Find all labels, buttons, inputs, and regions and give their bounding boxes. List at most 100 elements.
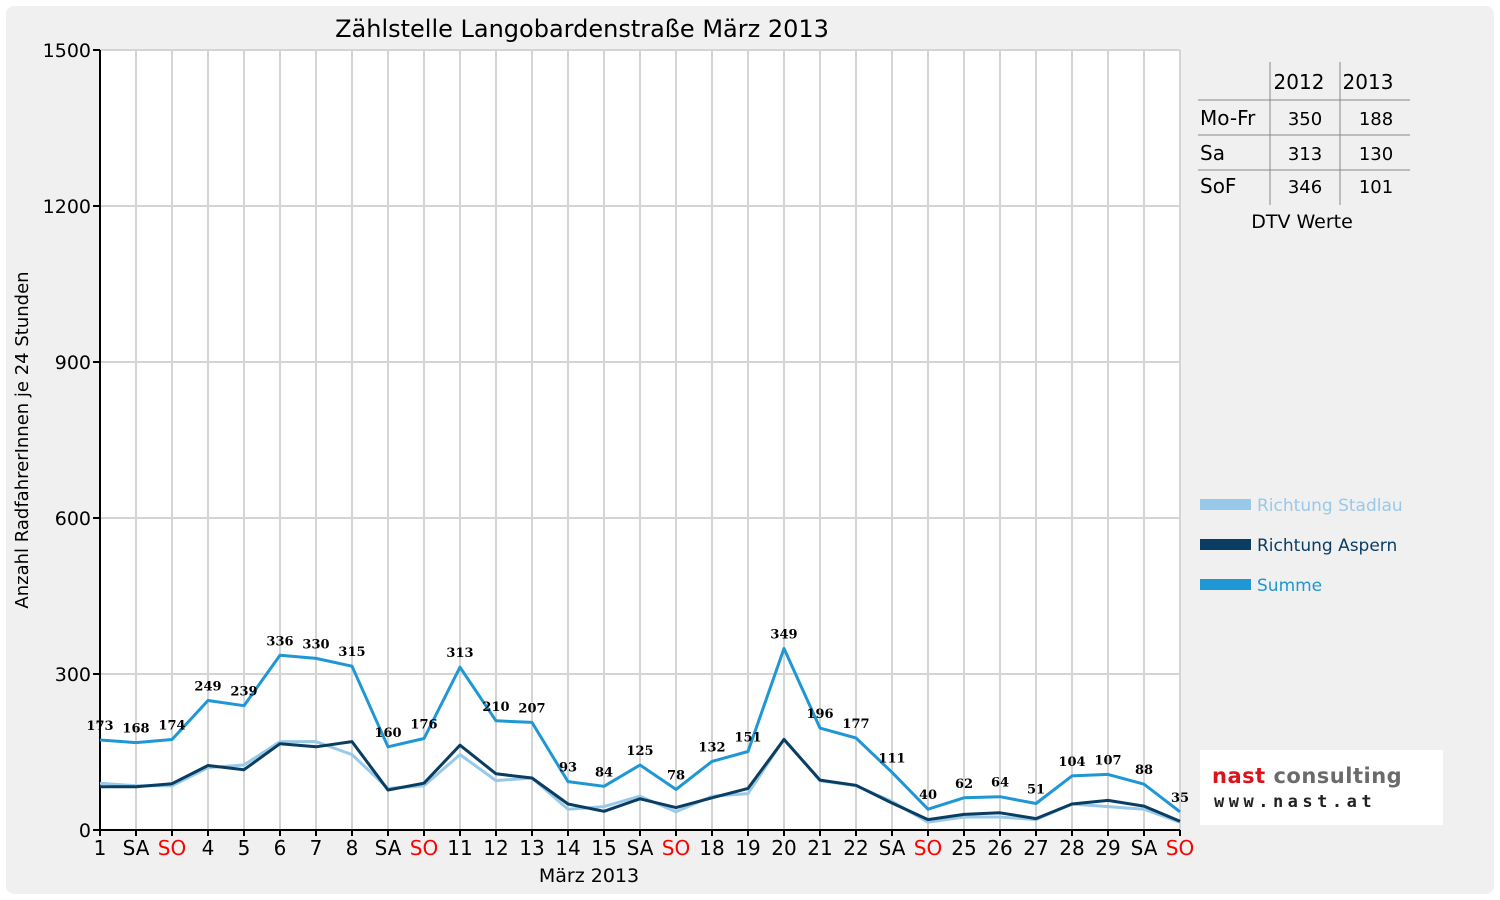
legend-swatch (1200, 579, 1251, 590)
x-tick-label: 29 (1095, 836, 1120, 860)
dtv-cell: 313 (1288, 144, 1322, 165)
x-tick-label: SO (410, 836, 438, 860)
dtv-cell: 346 (1288, 177, 1322, 198)
data-label: 177 (842, 717, 869, 732)
data-label: 40 (919, 788, 937, 803)
data-label: 336 (266, 634, 293, 649)
data-label: 330 (302, 637, 329, 652)
data-label: 84 (595, 765, 613, 780)
dtv-row-label: SoF (1200, 174, 1236, 198)
data-label: 176 (410, 717, 437, 732)
data-label: 315 (338, 645, 365, 660)
x-tick-label: SA (123, 836, 150, 860)
legend-label: Summe (1257, 576, 1322, 596)
x-tick-label: 25 (951, 836, 976, 860)
x-tick-label: SO (662, 836, 690, 860)
x-tick-label: 15 (591, 836, 616, 860)
x-tick-label: 22 (843, 836, 868, 860)
x-tick-label: 12 (483, 836, 508, 860)
x-tick-label: 27 (1023, 836, 1048, 860)
x-tick-label: SO (158, 836, 186, 860)
y-tick-label: 1200 (43, 196, 91, 218)
x-tick-label: 13 (519, 836, 544, 860)
x-tick-label: SA (879, 836, 906, 860)
grid (100, 49, 1181, 830)
y-tick-label: 0 (79, 820, 91, 842)
x-tick-label: 4 (202, 836, 215, 860)
data-label: 104 (1058, 755, 1085, 770)
logo-wordmark: nast consulting (1212, 764, 1402, 788)
data-label: 35 (1171, 791, 1189, 806)
legend-swatch (1200, 499, 1251, 510)
logo-url: www.nast.at (1214, 792, 1377, 812)
data-label: 151 (734, 730, 761, 745)
x-tick-label: 20 (771, 836, 796, 860)
data-label: 196 (806, 707, 833, 722)
data-label: 173 (86, 719, 113, 734)
data-label: 168 (122, 722, 149, 737)
logo: nast consulting www.nast.at (1200, 750, 1443, 825)
legend-label: Richtung Stadlau (1257, 496, 1403, 516)
data-label: 64 (991, 776, 1009, 791)
series-lines (99, 647, 1181, 824)
dtv-row-label: Sa (1200, 141, 1225, 165)
data-label: 62 (955, 777, 973, 792)
x-tick-label: SA (627, 836, 654, 860)
dtv-cell: 188 (1359, 109, 1393, 130)
x-tick-label: SO (914, 836, 942, 860)
data-label: 239 (230, 685, 257, 700)
x-tick-label: 26 (987, 836, 1012, 860)
dtv-cell: 101 (1359, 177, 1393, 198)
x-tick-label: 8 (346, 836, 359, 860)
data-label: 132 (698, 740, 725, 755)
data-label: 174 (158, 719, 185, 734)
x-tick-label: 21 (807, 836, 832, 860)
x-tick-label: 7 (310, 836, 323, 860)
data-label: 78 (667, 768, 685, 783)
y-tick-label: 600 (55, 508, 91, 530)
series-line (100, 738, 1181, 823)
data-label: 93 (559, 761, 577, 776)
dtv-header-2012: 2012 (1274, 70, 1325, 94)
data-label: 125 (626, 744, 653, 759)
dtv-cell: 130 (1359, 144, 1393, 165)
x-tick-label: 1 (94, 836, 107, 860)
y-tick-label: 900 (55, 352, 91, 374)
y-axis-label: Anzahl RadfahrerInnen je 24 Stunden (12, 271, 33, 608)
dtv-caption: DTV Werte (1251, 211, 1353, 233)
logo-wordmark-accent: nast (1212, 764, 1266, 788)
x-tick-label: 18 (699, 836, 724, 860)
x-tick-label: 11 (447, 836, 472, 860)
y-tick-label: 1500 (43, 40, 91, 62)
series-line (99, 737, 1181, 824)
data-label: 207 (518, 701, 545, 716)
chart-title: Zählstelle Langobardenstraße März 2013 (335, 15, 829, 43)
data-label: 51 (1027, 782, 1045, 797)
data-label: 349 (770, 628, 797, 643)
x-tick-label: SO (1166, 836, 1194, 860)
x-tick-label: 14 (555, 836, 580, 860)
legend-swatch (1200, 539, 1251, 550)
dtv-cell: 350 (1288, 109, 1322, 130)
data-label: 107 (1094, 753, 1121, 768)
x-tick-label: 6 (274, 836, 287, 860)
dtv-header-2013: 2013 (1343, 70, 1394, 94)
data-label: 88 (1135, 763, 1153, 778)
x-axis-label: März 2013 (539, 865, 639, 887)
x-tick-label: SA (375, 836, 402, 860)
series-line (99, 647, 1181, 813)
dtv-table: 2012 2013 Mo-Fr 350 188 Sa 313 130 SoF 3… (1198, 62, 1410, 233)
data-label: 249 (194, 680, 221, 695)
legend-label: Richtung Aspern (1257, 536, 1397, 556)
x-tick-label: SA (1131, 836, 1158, 860)
x-tick-label: 5 (238, 836, 251, 860)
x-tick-label: 28 (1059, 836, 1084, 860)
data-label: 313 (446, 646, 473, 661)
y-tick-label: 300 (55, 664, 91, 686)
logo-wordmark-rest: consulting (1265, 764, 1403, 788)
dtv-row-label: Mo-Fr (1200, 106, 1256, 130)
data-labels: 173 168 174 249 239 336 330 315 160 176 313 210 207 9… (86, 628, 1189, 806)
data-label: 111 (878, 751, 905, 766)
